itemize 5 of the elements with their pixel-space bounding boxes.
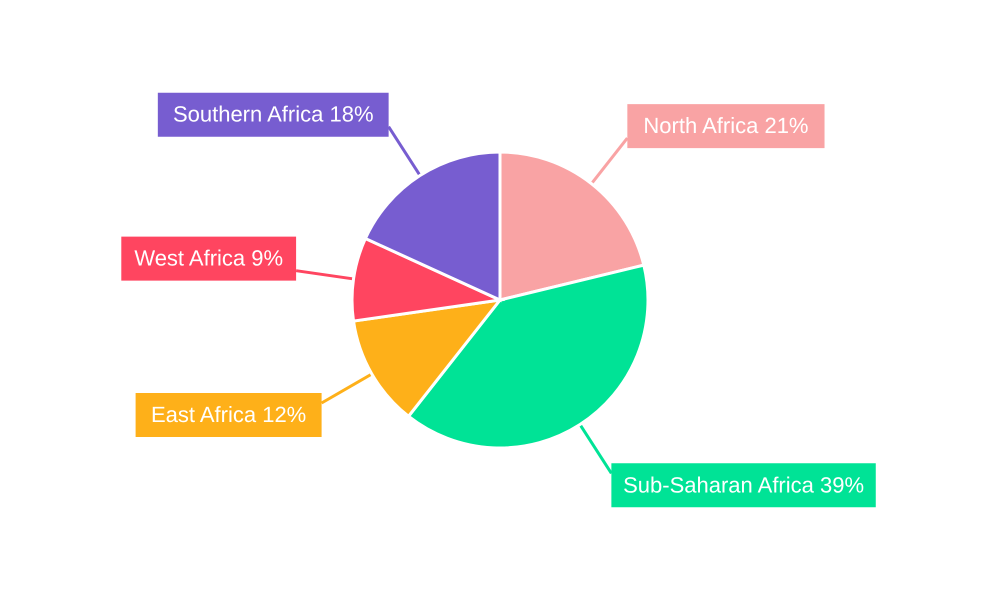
slice-label: West Africa 9% <box>134 246 284 271</box>
slice-label: East Africa 12% <box>150 402 306 427</box>
slice-label: Southern Africa 18% <box>172 102 374 127</box>
slice-label: North Africa 21% <box>643 113 808 138</box>
slice-label: Sub-Saharan Africa 39% <box>623 472 864 498</box>
